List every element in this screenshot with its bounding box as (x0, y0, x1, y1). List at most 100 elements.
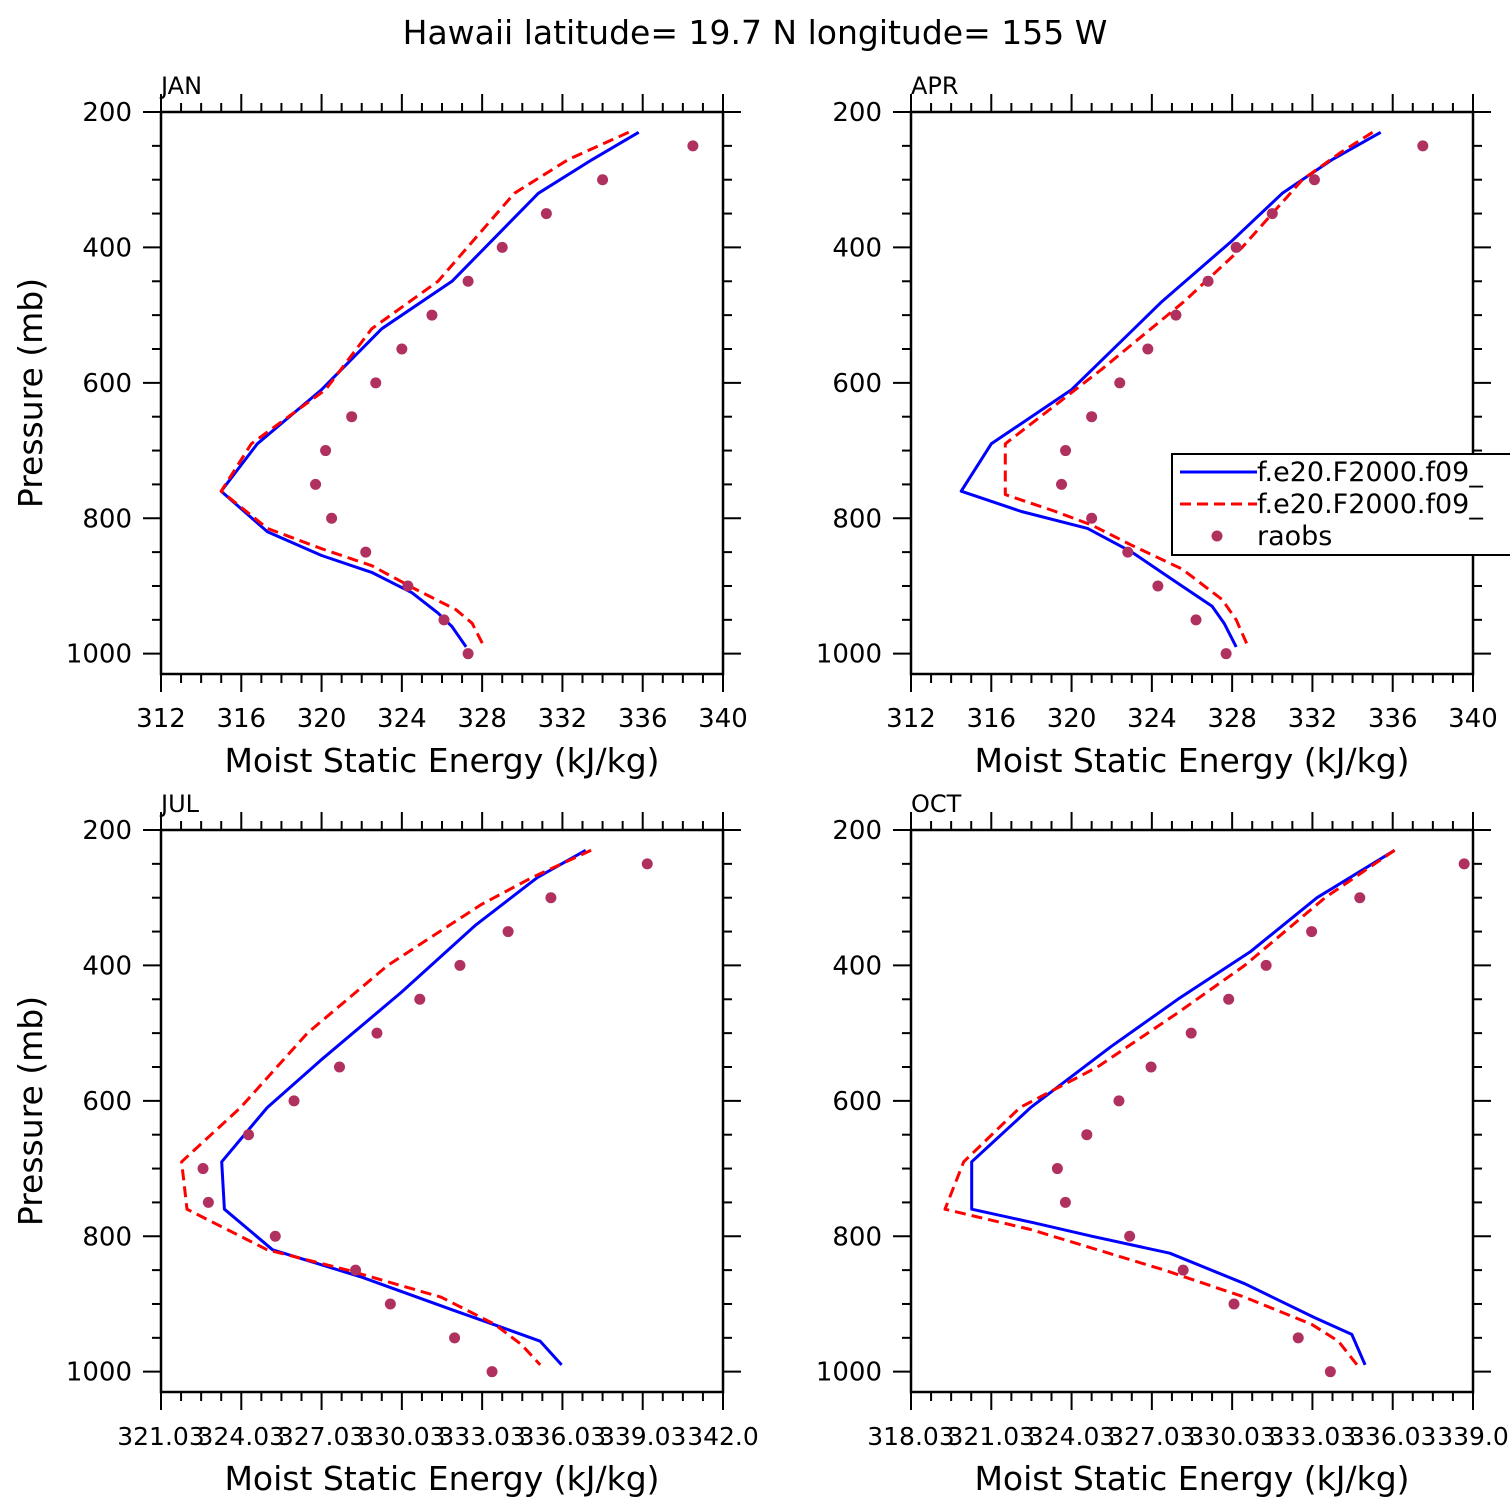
y-axis-label: Pressure (mb) (11, 996, 50, 1226)
x-tick-label: 324.03 (198, 1422, 285, 1451)
raobs-point (438, 614, 450, 626)
raobs-point (334, 1061, 346, 1073)
model-a-line (220, 848, 587, 1366)
x-tick-label: 320 (297, 704, 347, 734)
raobs-point (486, 1366, 498, 1378)
raobs-point (1170, 309, 1182, 321)
raobs-point (1051, 1163, 1063, 1175)
y-tick-label: 200 (832, 816, 882, 846)
x-tick-label: 342.0 (687, 1422, 759, 1451)
raobs-point (350, 1264, 362, 1276)
raobs-point (402, 580, 414, 592)
raobs-point (1081, 1129, 1093, 1141)
raobs-point (1260, 959, 1272, 971)
panel-title: APR (911, 72, 959, 100)
model-b-line (1003, 131, 1374, 648)
x-axis-label: Moist Static Energy (kJ/kg) (974, 1459, 1409, 1498)
raobs-point (326, 512, 338, 524)
legend-label: f.e20.F2000.f09_ (1257, 457, 1483, 488)
y-tick-label: 800 (832, 1222, 882, 1252)
raobs-point (449, 1332, 461, 1344)
raobs-point (360, 546, 372, 558)
x-tick-label: 332 (538, 704, 588, 734)
raobs-point (462, 648, 474, 660)
y-tick-label: 1000 (816, 640, 882, 670)
raobs-point (1324, 1366, 1336, 1378)
model-b-line (180, 848, 592, 1366)
raobs-point (1230, 241, 1242, 253)
raobs-point (370, 377, 382, 389)
raobs-point (1086, 411, 1098, 423)
x-tick-label: 336.03 (519, 1422, 606, 1451)
x-tick-label: 324 (1127, 704, 1177, 734)
raobs-point (1114, 377, 1126, 389)
y-tick-label: 1000 (816, 1358, 882, 1388)
y-tick-label: 1000 (66, 1358, 132, 1388)
x-tick-label: 336 (618, 704, 668, 734)
panel-title: JUL (159, 790, 200, 818)
x-tick-label: 339.03 (599, 1422, 686, 1451)
legend: f.e20.F2000.f09_f.e20.F2000.f09_raobs (1171, 453, 1510, 556)
x-tick-label: 340 (1448, 704, 1498, 734)
x-tick-label: 340 (698, 704, 748, 734)
y-tick-label: 400 (832, 951, 882, 981)
raobs-point (687, 140, 699, 152)
panel-apr: APR 200 400 600 800 1000 312 316 320 324 328 332 336… (816, 72, 1498, 780)
raobs-point (545, 892, 557, 904)
raobs-point (320, 445, 332, 457)
raobs-point (597, 174, 609, 186)
x-axis-label: Moist Static Energy (kJ/kg) (224, 1459, 659, 1498)
raobs-point (1060, 445, 1072, 457)
x-tick-label: 324.03 (1028, 1422, 1115, 1451)
figure-title: Hawaii latitude= 19.7 N longitude= 155 W (403, 13, 1108, 52)
plot-frame (909, 110, 1475, 676)
raobs-point (641, 858, 653, 870)
raobs-point (1308, 174, 1320, 186)
raobs-point (1458, 858, 1470, 870)
x-tick-label: 328 (1207, 704, 1257, 734)
y-tick-label: 400 (832, 233, 882, 263)
panel-jul: JUL 200 400 600 800 1000 321.03324.03327.03330… (11, 790, 759, 1498)
x-tick-label: 330.03 (358, 1422, 445, 1451)
x-tick-label: 316 (216, 704, 266, 734)
raobs-point (1086, 512, 1098, 524)
raobs-point (502, 926, 514, 938)
model-b-line (943, 849, 1396, 1366)
x-tick-label: 312 (136, 704, 186, 734)
y-tick-label: 200 (832, 98, 882, 128)
raobs-point (1113, 1095, 1125, 1107)
raobs-point (288, 1095, 300, 1107)
raobs-point (1177, 1264, 1189, 1276)
legend-swatch-raobs (1211, 530, 1223, 542)
raobs-point (1185, 1027, 1197, 1039)
raobs-point (1354, 892, 1366, 904)
x-axis-label: Moist Static Energy (kJ/kg) (974, 741, 1409, 780)
y-axis-label: Pressure (mb) (11, 278, 50, 508)
y-tick-label: 800 (82, 504, 132, 534)
y-tick-label: 800 (82, 1222, 132, 1252)
raobs-point (496, 241, 508, 253)
x-tick-label: 328 (457, 704, 507, 734)
raobs-point (310, 478, 322, 490)
model-a-line (959, 130, 1382, 648)
legend-label: raobs (1257, 521, 1332, 552)
raobs-point (1152, 580, 1164, 592)
raobs-point (414, 993, 426, 1005)
raobs-point (1059, 1196, 1071, 1208)
raobs-point (1190, 614, 1202, 626)
raobs-point (202, 1196, 214, 1208)
y-tick-label: 400 (82, 233, 132, 263)
x-tick-label: 330.03 (1188, 1422, 1275, 1451)
raobs-point (1417, 140, 1429, 152)
panel-jan: JAN 200 400 600 800 1000 312 316 320 324 328 332 336… (11, 72, 748, 780)
raobs-point (1122, 546, 1134, 558)
plot-frame (159, 828, 725, 1394)
x-tick-label: 321.03 (117, 1422, 204, 1451)
x-tick-label: 327.03 (278, 1422, 365, 1451)
raobs-point (396, 343, 408, 355)
x-tick-label: 336 (1368, 704, 1418, 734)
raobs-point (462, 275, 474, 287)
x-tick-label: 316 (966, 704, 1016, 734)
y-tick-label: 600 (82, 369, 132, 399)
